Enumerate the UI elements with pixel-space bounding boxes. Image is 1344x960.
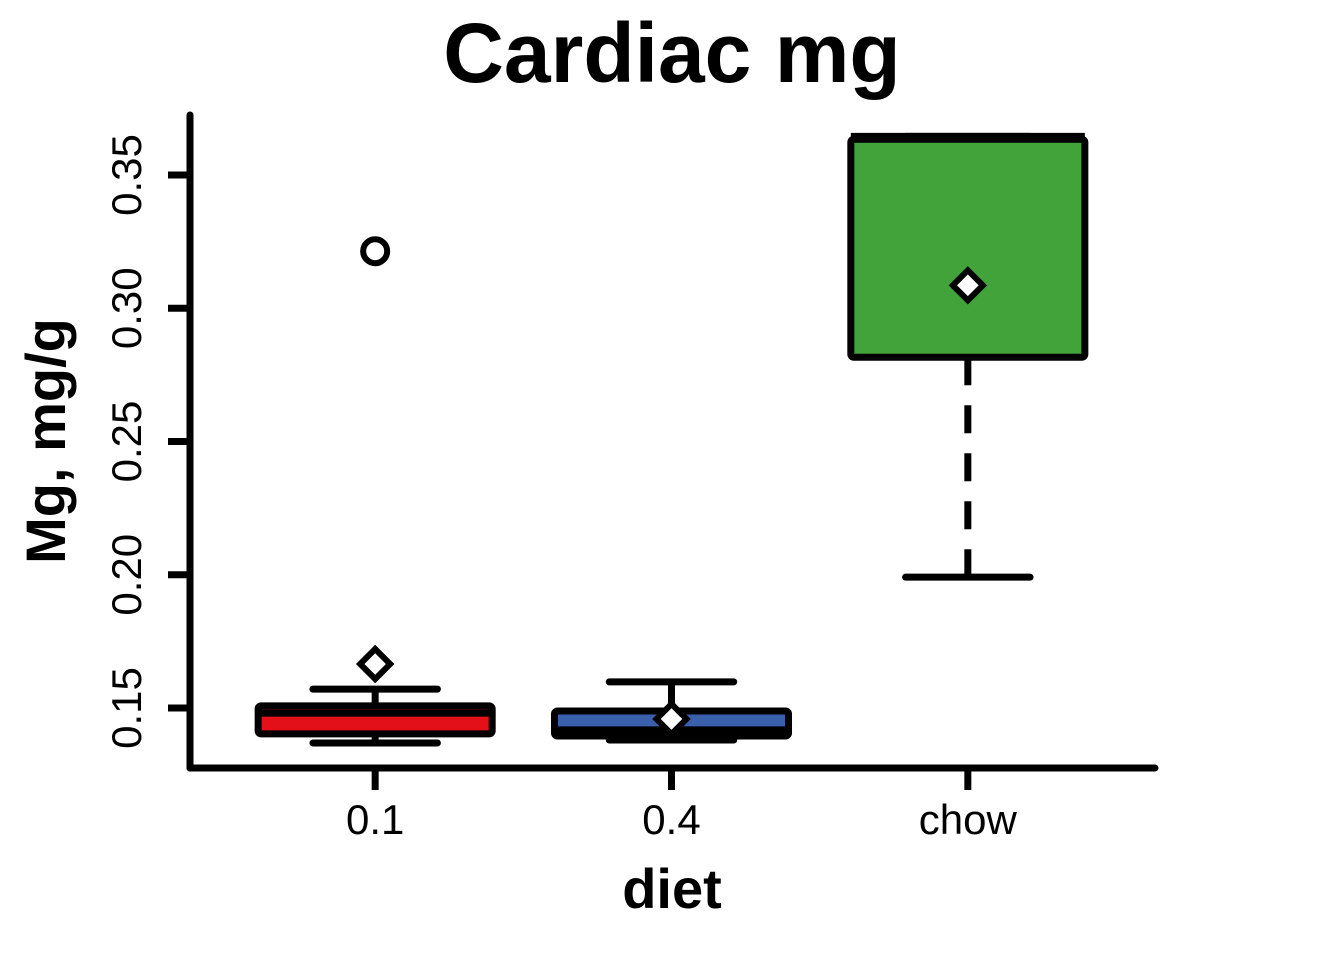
y-tick-label: 0.30 xyxy=(103,267,150,349)
y-axis-title: Mg, mg/g xyxy=(14,318,77,564)
mean-marker xyxy=(355,644,395,684)
x-axis-title: diet xyxy=(622,857,722,920)
chart-title: Cardiac mg xyxy=(443,6,901,100)
y-tick-label: 0.15 xyxy=(103,667,150,749)
y-tick-label: 0.20 xyxy=(103,534,150,616)
y-tick-label: 0.35 xyxy=(103,134,150,216)
x-tick-label: chow xyxy=(919,796,1018,843)
box xyxy=(847,135,1089,361)
mean-marker xyxy=(948,266,988,305)
mean-marker xyxy=(652,699,691,739)
outlier xyxy=(360,236,391,267)
x-tick-label: 0.4 xyxy=(642,796,700,843)
y-tick-label: 0.25 xyxy=(103,401,150,483)
x-tick-label: 0.1 xyxy=(346,796,404,843)
